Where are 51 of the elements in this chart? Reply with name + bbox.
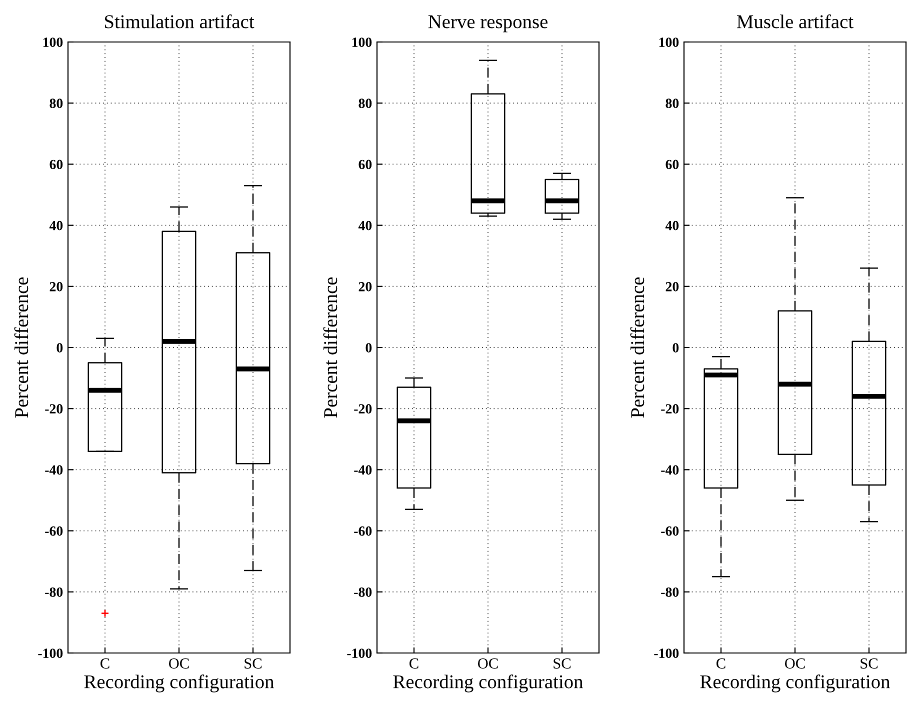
x-tick-label: C — [410, 658, 418, 669]
y-tick-label: 80 — [666, 98, 679, 108]
y-tick-label: -60 — [661, 526, 679, 536]
y-tick-label: 100 — [43, 38, 63, 47]
y-tick-label: 20 — [50, 282, 63, 292]
y-tick-label: 20 — [358, 282, 372, 292]
y-tick-label: -80 — [354, 587, 372, 597]
x-tick-label: OC — [169, 658, 189, 669]
y-tick-label: 20 — [666, 282, 679, 292]
x-tick-label: SC — [554, 658, 570, 669]
y-tick-label: 60 — [50, 160, 63, 170]
y-tick-label: -80 — [661, 587, 679, 597]
x-tick-label: SC — [244, 658, 262, 669]
y-tick-label: -40 — [354, 465, 372, 475]
y-tick-label: -100 — [347, 648, 372, 658]
x-tick-label: C — [100, 658, 110, 669]
y-tick-label: 0 — [56, 343, 63, 352]
y-tick-label: 40 — [358, 220, 372, 230]
y-tick-label: 80 — [358, 98, 372, 108]
y-tick-label: -40 — [45, 465, 63, 475]
y-tick-label: -20 — [661, 404, 679, 414]
y-tick-label: 60 — [666, 160, 679, 170]
y-tick-label: -60 — [45, 526, 63, 536]
x-tick-label: OC — [478, 658, 498, 669]
y-tick-label: -40 — [661, 465, 679, 475]
y-tick-label: 0 — [366, 343, 372, 352]
y-tick-label: 100 — [659, 38, 679, 47]
y-tick-label: -80 — [45, 587, 63, 597]
x-axis-title: Recording configuration — [393, 674, 584, 692]
y-tick-label: -100 — [38, 648, 63, 658]
y-tick-label: 40 — [49, 220, 63, 230]
chart-title: Stimulation artifact — [104, 14, 254, 28]
y-axis-title: Percent difference — [14, 277, 28, 418]
y-tick-label: 60 — [358, 160, 372, 170]
y-tick-label: -100 — [654, 648, 679, 658]
x-axis-title: Recording configuration — [84, 674, 274, 692]
y-axis-title: Percent difference — [630, 277, 644, 418]
chart-title: Muscle artifact — [736, 14, 854, 28]
y-axis-title: Percent difference — [323, 277, 338, 418]
x-axis-title: Recording configuration — [700, 674, 890, 692]
y-tick-label: 100 — [352, 38, 372, 47]
y-tick-label: 40 — [665, 220, 679, 230]
y-tick-label: 80 — [50, 98, 63, 108]
y-tick-label: 0 — [672, 343, 679, 352]
y-tick-label: -20 — [45, 404, 63, 414]
x-tick-label: C — [716, 658, 726, 669]
y-tick-label: -60 — [354, 526, 372, 536]
x-tick-label: SC — [860, 658, 878, 669]
y-tick-label: -20 — [354, 404, 372, 414]
chart-title: Nerve response — [428, 15, 548, 32]
x-tick-label: OC — [785, 658, 805, 669]
